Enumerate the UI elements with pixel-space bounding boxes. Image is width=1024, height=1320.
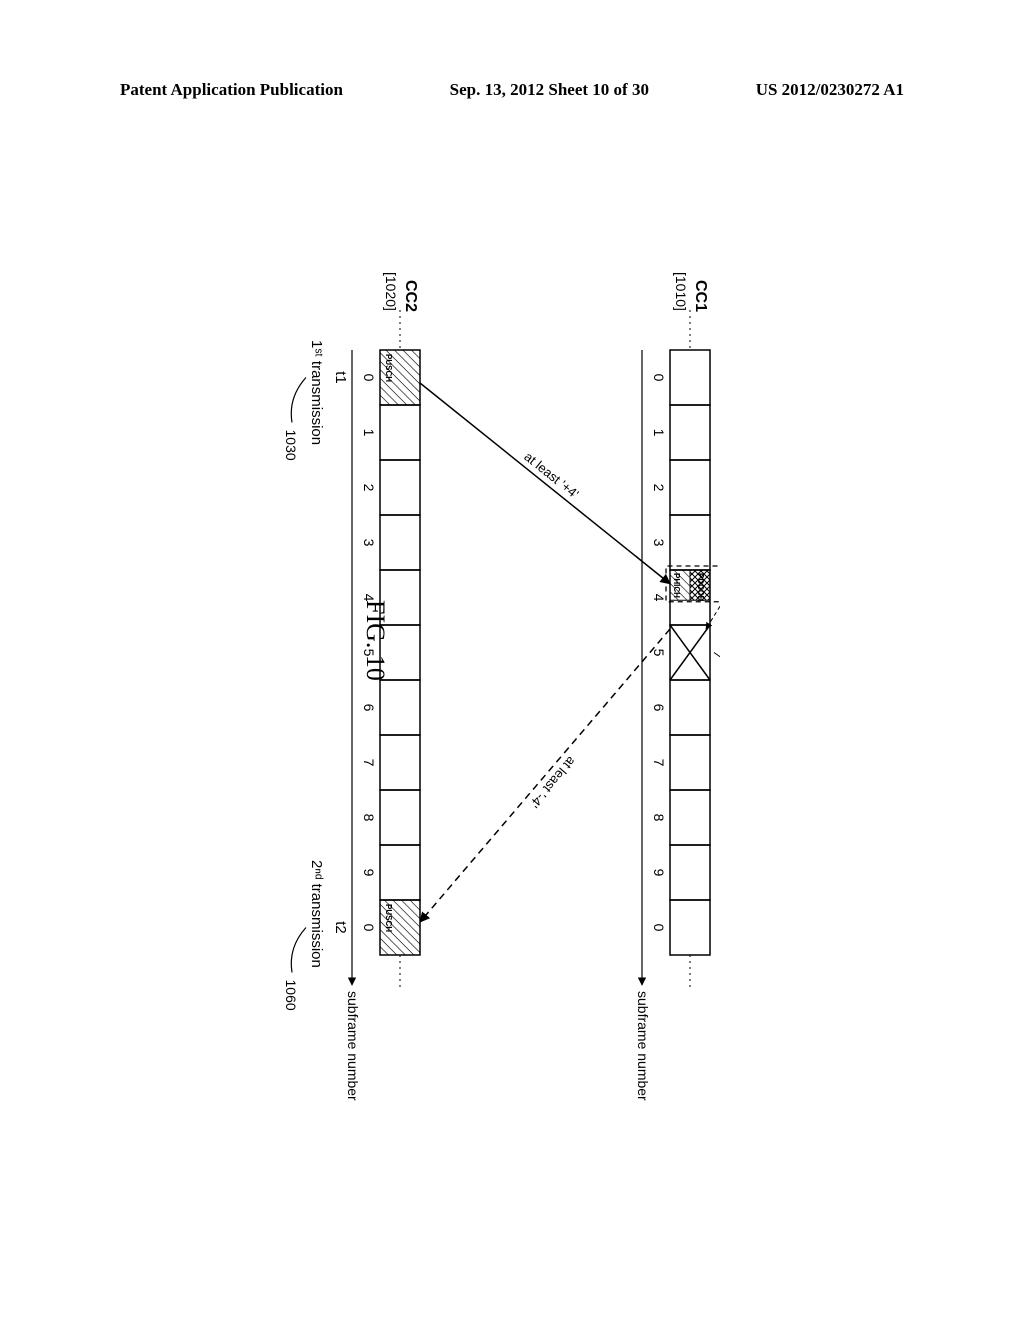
svg-text:at least '+4': at least '+4'	[521, 449, 581, 502]
svg-text:7: 7	[361, 759, 377, 767]
svg-text:0: 0	[651, 374, 667, 382]
svg-text:1: 1	[651, 429, 667, 437]
svg-text:1: 1	[361, 429, 377, 437]
svg-text:4: 4	[361, 594, 377, 602]
svg-text:1ˢᵗ transmission: 1ˢᵗ transmission	[308, 340, 325, 445]
svg-text:2ⁿᵈ transmission: 2ⁿᵈ transmission	[308, 860, 325, 968]
svg-text:4: 4	[651, 594, 667, 602]
svg-text:9: 9	[651, 869, 667, 877]
svg-text:t1: t1	[332, 371, 349, 384]
svg-text:3: 3	[361, 539, 377, 547]
svg-text:5: 5	[651, 649, 667, 657]
svg-text:[1010]: [1010]	[673, 272, 689, 311]
figure-svg: CC1[1010] 0 1 2 3 4 5 6 7 8 9 0 subframe number PDCCH…	[120, 200, 720, 1200]
svg-text:0: 0	[361, 374, 377, 382]
svg-text:5: 5	[361, 649, 377, 657]
svg-text:subframe number: subframe number	[635, 991, 651, 1101]
page-header: Patent Application Publication Sep. 13, …	[0, 80, 1024, 100]
header-right: US 2012/0230272 A1	[756, 80, 904, 100]
svg-text:0: 0	[361, 924, 377, 932]
svg-text:8: 8	[651, 814, 667, 822]
svg-text:3: 3	[651, 539, 667, 547]
svg-text:2: 2	[651, 484, 667, 492]
svg-text:[1020]: [1020]	[383, 272, 399, 311]
svg-text:2: 2	[361, 484, 377, 492]
svg-text:6: 6	[361, 704, 377, 712]
svg-text:subframe number: subframe number	[345, 991, 361, 1101]
svg-text:PUSCH: PUSCH	[384, 354, 393, 382]
header-center: Sep. 13, 2012 Sheet 10 of 30	[450, 80, 649, 100]
svg-text:PHICH: PHICH	[672, 573, 681, 598]
svg-text:0: 0	[651, 924, 667, 932]
svg-text:6: 6	[651, 704, 667, 712]
svg-text:PDCCH: PDCCH	[696, 573, 705, 602]
svg-text:t2: t2	[332, 921, 349, 934]
svg-text:at least '-4': at least '-4'	[527, 754, 579, 811]
svg-text:9: 9	[361, 869, 377, 877]
svg-text:8: 8	[361, 814, 377, 822]
figure-container: FIG. 10 CC1[1010]01234567890subframe num…	[120, 200, 720, 1200]
svg-text:PUSCH: PUSCH	[384, 904, 393, 932]
svg-text:CC2: CC2	[402, 280, 419, 312]
svg-text:7: 7	[651, 759, 667, 767]
svg-text:1030: 1030	[283, 430, 299, 461]
svg-text:1060: 1060	[283, 980, 299, 1011]
svg-text:CC1: CC1	[692, 280, 709, 312]
header-left: Patent Application Publication	[120, 80, 343, 100]
